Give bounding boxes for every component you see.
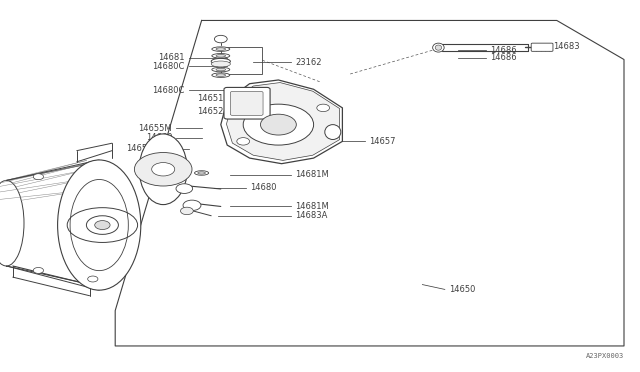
Circle shape — [33, 267, 44, 273]
Text: 14681M: 14681M — [295, 202, 329, 211]
Ellipse shape — [212, 67, 230, 72]
Text: 14655M: 14655M — [138, 124, 172, 133]
Circle shape — [152, 163, 175, 176]
Ellipse shape — [58, 160, 141, 290]
Circle shape — [243, 104, 314, 145]
Circle shape — [33, 174, 44, 180]
Ellipse shape — [325, 125, 341, 140]
Text: 14651: 14651 — [197, 94, 223, 103]
Text: 14681: 14681 — [159, 53, 185, 62]
FancyBboxPatch shape — [531, 43, 553, 51]
Ellipse shape — [198, 172, 205, 174]
Circle shape — [214, 35, 227, 43]
Ellipse shape — [212, 73, 230, 77]
Ellipse shape — [216, 54, 226, 57]
Ellipse shape — [211, 61, 230, 67]
FancyBboxPatch shape — [230, 92, 263, 115]
Text: 14660: 14660 — [146, 133, 172, 142]
Text: 14683: 14683 — [553, 42, 580, 51]
Text: 14658M: 14658M — [125, 144, 159, 153]
Circle shape — [183, 200, 201, 211]
Circle shape — [317, 104, 330, 112]
Text: 14686: 14686 — [490, 46, 517, 55]
Ellipse shape — [212, 47, 230, 51]
Text: 23162: 23162 — [295, 58, 321, 67]
Text: 14683A: 14683A — [295, 211, 328, 220]
Circle shape — [180, 207, 193, 215]
Ellipse shape — [216, 74, 226, 77]
Polygon shape — [227, 83, 340, 160]
Ellipse shape — [140, 134, 187, 205]
Circle shape — [176, 184, 193, 193]
Circle shape — [95, 221, 110, 230]
Text: 14650: 14650 — [449, 285, 475, 294]
Text: 14652: 14652 — [197, 107, 223, 116]
Ellipse shape — [212, 54, 230, 58]
Ellipse shape — [70, 179, 128, 271]
Ellipse shape — [195, 171, 209, 175]
Text: 14681M: 14681M — [295, 170, 329, 179]
Ellipse shape — [216, 48, 226, 50]
Text: A23PX0003: A23PX0003 — [586, 353, 624, 359]
Ellipse shape — [0, 180, 24, 266]
Text: 14657: 14657 — [369, 137, 395, 146]
Ellipse shape — [211, 58, 230, 64]
Circle shape — [237, 138, 250, 145]
Text: 14680C: 14680C — [152, 62, 185, 71]
FancyBboxPatch shape — [224, 87, 270, 119]
Ellipse shape — [433, 43, 444, 52]
Circle shape — [88, 276, 98, 282]
Circle shape — [260, 114, 296, 135]
Text: 14686: 14686 — [490, 53, 517, 62]
Bar — [221, 47, 262, 74]
Ellipse shape — [216, 68, 226, 71]
Ellipse shape — [435, 45, 442, 50]
Text: 14680: 14680 — [250, 183, 276, 192]
Circle shape — [86, 216, 118, 234]
Text: 14680C: 14680C — [152, 86, 185, 94]
Circle shape — [134, 153, 192, 186]
Polygon shape — [221, 80, 342, 164]
